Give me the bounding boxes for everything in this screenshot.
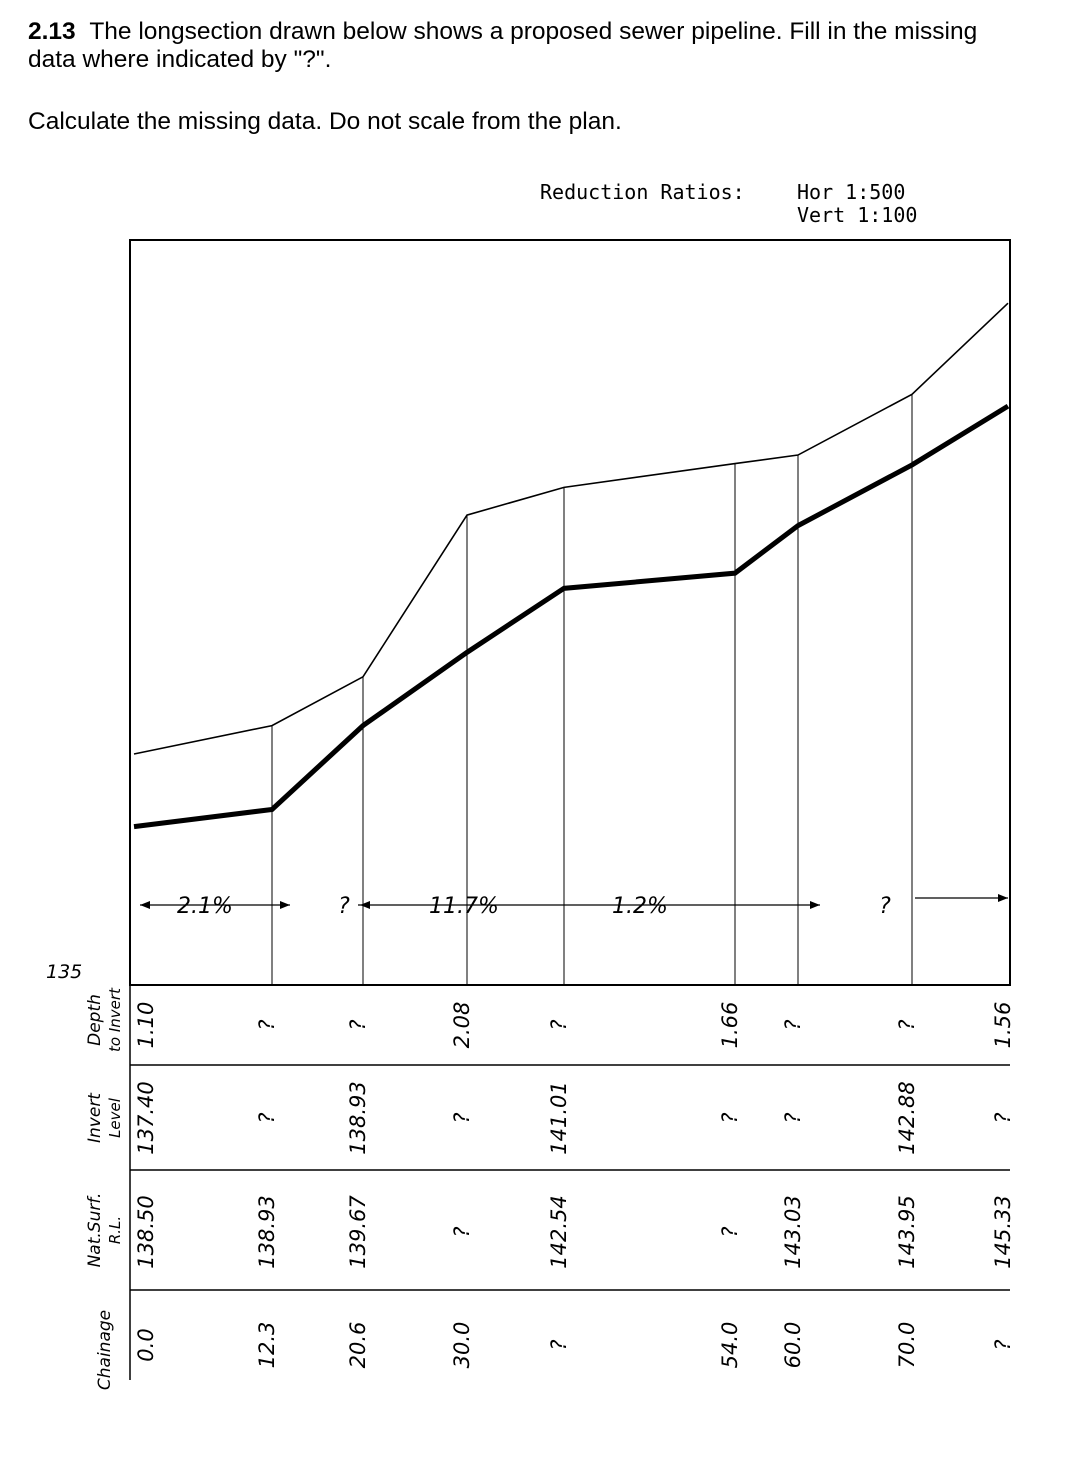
- surface-value-0: 138.50: [134, 1195, 158, 1268]
- surface-header-2: R.L.: [106, 1216, 124, 1244]
- invert-header-1: Invert: [85, 1092, 105, 1143]
- invert-value-4: 141.01: [547, 1081, 571, 1154]
- question-number: 2.13: [28, 18, 76, 45]
- depth-value-6: ?: [781, 1019, 805, 1030]
- depth-header-2: to Invert: [106, 987, 124, 1052]
- plot-frame: [129, 239, 1011, 986]
- grade-label-3: 11.7%: [429, 894, 499, 919]
- depth-value-2: ?: [346, 1019, 370, 1030]
- chainage-value-1: 12.3: [255, 1322, 279, 1369]
- invert-value-8: ?: [991, 1112, 1015, 1123]
- surface-value-5: ?: [718, 1226, 742, 1237]
- surface-value-2: 139.67: [346, 1195, 370, 1269]
- grade-label-4: 1.2%: [612, 894, 668, 919]
- grade-arrowhead-4: [998, 894, 1008, 902]
- surface-value-6: 143.03: [781, 1195, 805, 1268]
- invert-value-7: 142.88: [895, 1081, 919, 1154]
- chainage-value-5: 54.0: [718, 1322, 742, 1369]
- grade-label-1: 2.1%: [177, 894, 233, 919]
- question-instruction: Calculate the missing data. Do not scale…: [28, 108, 622, 135]
- grade-arrowhead-2: [360, 901, 370, 909]
- chainage-value-4: ?: [547, 1339, 571, 1350]
- grade-arrowhead-1: [280, 901, 290, 909]
- surface-line: [133, 302, 1009, 755]
- depth-header-1: Depth: [85, 994, 105, 1046]
- depth-value-5: 1.66: [718, 1002, 742, 1049]
- invert-line: [133, 404, 1010, 830]
- depth-value-4: ?: [547, 1019, 571, 1030]
- chainage-value-3: 30.0: [450, 1322, 474, 1369]
- surface-value-3: ?: [450, 1226, 474, 1237]
- frame: [129, 239, 1011, 1380]
- invert-value-3: ?: [450, 1112, 474, 1123]
- question-text: 2.13 The longsection drawn below shows a…: [28, 18, 1028, 74]
- invert-value-5: ?: [718, 1112, 742, 1123]
- invert-value-1: ?: [255, 1112, 279, 1123]
- datum-label: 135: [46, 961, 82, 983]
- chainage-value-2: 20.6: [346, 1322, 370, 1369]
- grade-label-2: ?: [338, 894, 350, 919]
- surface-value-4: 142.54: [547, 1195, 571, 1268]
- reduction-ratios-label: Reduction Ratios:: [540, 180, 745, 204]
- profile-lines: [133, 302, 1010, 985]
- invert-value-0: 137.40: [134, 1081, 158, 1154]
- chainage-header: Chainage: [95, 1310, 115, 1390]
- depth-value-1: ?: [255, 1019, 279, 1030]
- chainage-value-0: 0.0: [134, 1328, 158, 1361]
- grade-label-5: ?: [879, 894, 891, 919]
- depth-value-7: ?: [895, 1019, 919, 1030]
- chainage-value-6: 60.0: [781, 1322, 805, 1369]
- reduction-ratio-vertical: Vert 1:100: [797, 203, 918, 227]
- chainage-value-7: 70.0: [895, 1322, 919, 1369]
- surface-value-7: 143.95: [895, 1195, 919, 1268]
- depth-value-0: 1.10: [134, 1002, 158, 1049]
- invert-value-2: 138.93: [346, 1081, 370, 1154]
- depth-value-8: 1.56: [991, 1002, 1015, 1049]
- invert-header-2: Level: [106, 1097, 124, 1138]
- grade-arrowhead-3: [810, 901, 820, 909]
- surface-value-1: 138.93: [255, 1195, 279, 1268]
- surface-value-8: 145.33: [991, 1195, 1015, 1268]
- depth-value-3: 2.08: [450, 1002, 474, 1049]
- invert-value-6: ?: [781, 1112, 805, 1123]
- surface-header-1: Nat.Surf.: [85, 1193, 105, 1268]
- chainage-value-8: ?: [991, 1339, 1015, 1350]
- reduction-ratio-horizontal: Hor 1:500: [797, 180, 906, 204]
- question-body: The longsection drawn below shows a prop…: [28, 18, 978, 73]
- grade-arrowhead-0: [140, 901, 150, 909]
